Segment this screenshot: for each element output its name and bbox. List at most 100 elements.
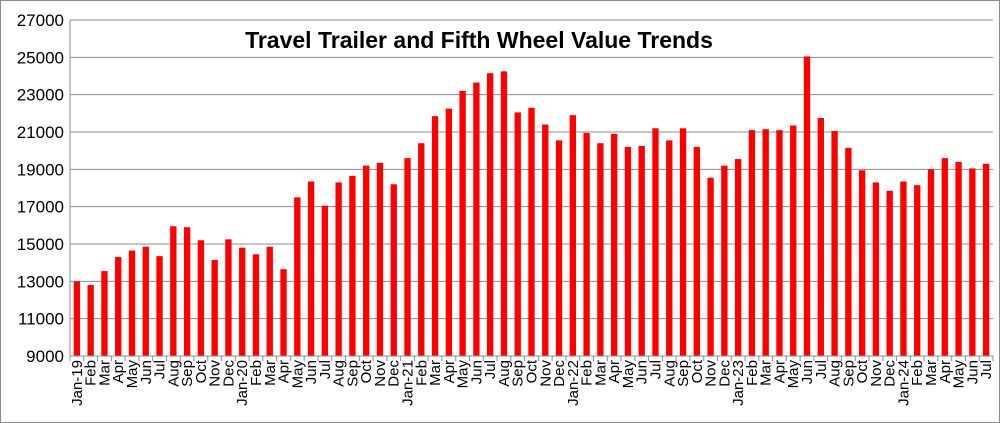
bar [183,227,191,356]
x-tick-label: May [455,360,472,389]
bar [679,128,687,356]
x-tick-label: Apr [771,360,788,383]
x-tick-label: Apr [441,360,458,383]
bar [900,181,907,356]
x-tick-label: Apr [276,360,293,383]
bar [817,118,824,356]
bar [721,165,728,356]
x-tick-label: Dec [551,360,568,387]
bar [707,177,714,356]
x-tick-label: Sep [840,360,857,387]
bar [969,168,976,356]
x-tick-label: Nov [537,360,554,387]
bar [294,197,301,356]
x-tick-label: Jan-19 [69,360,86,406]
x-tick-label: Aug [827,360,844,387]
bar [73,281,81,356]
x-tick-label: May [289,360,306,389]
bars [73,56,990,357]
chart-title: Travel Trailer and Fifth Wheel Value Tre… [245,27,713,53]
bar [156,256,163,356]
x-tick-label: Jan-24 [895,360,912,406]
x-tick-label: Mar [592,360,609,386]
bar [266,246,273,356]
x-tick-label: Apr [110,360,127,383]
x-tick-label: Oct [193,359,210,383]
y-tick-label: 21000 [17,123,64,142]
x-tick-label: Nov [372,360,389,387]
x-tick-label: Jul [978,360,995,379]
bar [390,184,397,356]
bar [514,112,521,357]
y-tick-labels: 9000 11000 13000 15000 17000 19000 21000 23000 2… [17,11,64,366]
bar [886,190,893,356]
bar [321,205,329,356]
x-tick-label: Jul [647,360,664,379]
x-tick-label: Nov [868,360,885,387]
bar [528,107,535,356]
x-tick-label: May [785,360,802,389]
bar [307,181,315,356]
bar [197,240,205,356]
x-tick-label: Jul [813,360,830,379]
bar [652,128,659,356]
bar [252,254,260,356]
x-tick-label: Sep [510,360,527,387]
bar [376,162,384,356]
bar [982,163,990,356]
x-tick-label: Jun [799,360,816,384]
bar [225,239,232,356]
x-tick-label: Jan-22 [565,360,582,406]
bar [583,132,590,356]
x-tick-label: Oct [524,359,541,383]
bar [115,257,122,356]
bar [845,147,852,356]
bar [500,71,508,356]
y-tick-label: 13000 [17,272,64,291]
y-tick-label: 9000 [26,347,64,366]
bar [666,140,673,356]
x-tick-label: Nov [703,360,720,387]
bar [101,271,108,356]
y-tick-label: 17000 [17,198,64,217]
bar [955,161,962,356]
bar [638,146,645,356]
x-tick-label: Sep [344,360,361,387]
bar [542,124,549,357]
x-tick-label: Oct [358,359,375,383]
x-tick-label: Feb [248,360,265,386]
x-tick-label: Oct [689,359,706,383]
x-tick-label: May [124,360,141,389]
x-tick-label: Mar [923,360,940,386]
bar [569,115,576,356]
x-tick-label: May [951,360,968,389]
bar [142,246,149,356]
x-tick-label: Feb [909,360,926,386]
x-tick-label: Jul [317,360,334,379]
x-tick-label: Mar [758,360,775,386]
x-tick-label: Jun [468,360,485,384]
x-tick-label: Sep [675,360,692,387]
bar [914,185,921,356]
bar [762,129,769,356]
axes [69,20,994,361]
x-tick-label: Aug [496,360,513,387]
x-tick-label: Apr [606,360,623,383]
x-tick-label: Jun [634,360,651,384]
bar [431,116,439,356]
y-tick-label: 23000 [17,86,64,105]
bar [776,130,783,356]
x-tick-label: Aug [165,360,182,387]
bar [790,125,797,356]
x-tick-label: Jul [152,360,169,379]
x-tick-label: Jan-23 [730,360,747,406]
x-tick-label: Jun [964,360,981,384]
bar [693,146,700,356]
x-tick-labels: Jan-19FebMarAprMayJunJulAugSepOctNovDecJ… [69,359,995,406]
bar [418,143,425,356]
bar [280,269,287,356]
x-tick-label: May [620,360,637,389]
y-tick-label: 27000 [17,11,64,30]
bar [597,143,604,356]
